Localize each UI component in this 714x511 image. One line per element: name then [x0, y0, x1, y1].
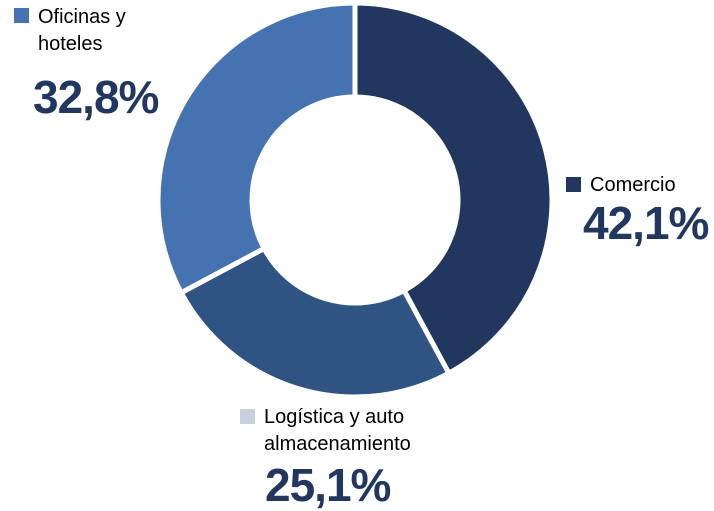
legend-marker: [14, 8, 29, 23]
legend-label: Oficinas y hoteles: [38, 6, 126, 55]
donut-slice: [155, 0, 358, 297]
donut-slice: [352, 0, 555, 377]
legend-marker: [240, 409, 255, 424]
donut-slice: [177, 245, 453, 400]
legend-label: Logística y auto almacenamiento: [264, 406, 411, 455]
legend-marker: [566, 177, 581, 192]
value-label: 25,1%: [265, 459, 391, 511]
value-label: 32,8%: [33, 71, 159, 123]
value-label: 42,1%: [583, 197, 709, 249]
legend-label: Comercio: [590, 174, 676, 196]
